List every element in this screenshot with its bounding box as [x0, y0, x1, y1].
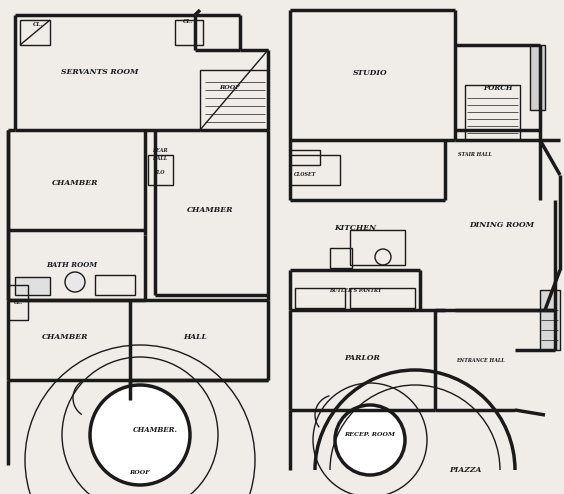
- Text: HALL: HALL: [183, 333, 207, 341]
- Text: CL.: CL.: [33, 23, 43, 28]
- Text: CL.: CL.: [14, 300, 23, 305]
- Text: CL.: CL.: [183, 19, 193, 25]
- Text: RECEP. ROOM: RECEP. ROOM: [345, 433, 395, 438]
- Text: STAIR HALL: STAIR HALL: [458, 153, 492, 158]
- Bar: [148, 155, 173, 185]
- Bar: [15, 277, 50, 295]
- Text: DINING ROOM: DINING ROOM: [469, 221, 535, 229]
- Text: BUTLER'S PANTRY: BUTLER'S PANTRY: [329, 288, 381, 292]
- Circle shape: [65, 272, 85, 292]
- Text: CLOSET: CLOSET: [294, 172, 316, 177]
- Text: BATH ROOM: BATH ROOM: [46, 261, 98, 269]
- Text: PARLOR: PARLOR: [344, 354, 380, 362]
- Text: CHAMBER: CHAMBER: [52, 179, 98, 187]
- Text: PIAZZA: PIAZZA: [449, 466, 481, 474]
- Bar: [290, 155, 340, 185]
- Text: ENTRANCE HALL: ENTRANCE HALL: [456, 358, 504, 363]
- Bar: [8, 285, 28, 320]
- Text: CHAMBER: CHAMBER: [42, 333, 88, 341]
- Bar: [20, 20, 50, 45]
- Bar: [95, 275, 135, 295]
- Text: ROOF: ROOF: [219, 85, 240, 90]
- Bar: [530, 45, 545, 110]
- Text: SERVANTS ROOM: SERVANTS ROOM: [61, 68, 139, 76]
- Text: STUDIO: STUDIO: [352, 69, 387, 77]
- Bar: [290, 150, 320, 165]
- Text: HALL: HALL: [152, 156, 168, 161]
- Text: REAR: REAR: [152, 148, 168, 153]
- Bar: [295, 288, 345, 308]
- Bar: [175, 20, 203, 45]
- Bar: [465, 85, 520, 140]
- Text: CHAMBER.: CHAMBER.: [133, 426, 178, 434]
- Bar: [350, 288, 415, 308]
- Text: PORCH: PORCH: [483, 84, 513, 92]
- Text: KITCHEN: KITCHEN: [334, 224, 376, 232]
- Bar: [330, 248, 352, 268]
- Bar: [200, 70, 268, 130]
- Text: CLO: CLO: [154, 169, 166, 174]
- Circle shape: [335, 405, 405, 475]
- Circle shape: [90, 385, 190, 485]
- Bar: [350, 230, 405, 265]
- Bar: [540, 290, 560, 350]
- Text: CHAMBER: CHAMBER: [187, 206, 233, 214]
- Text: ROOF: ROOF: [130, 469, 151, 475]
